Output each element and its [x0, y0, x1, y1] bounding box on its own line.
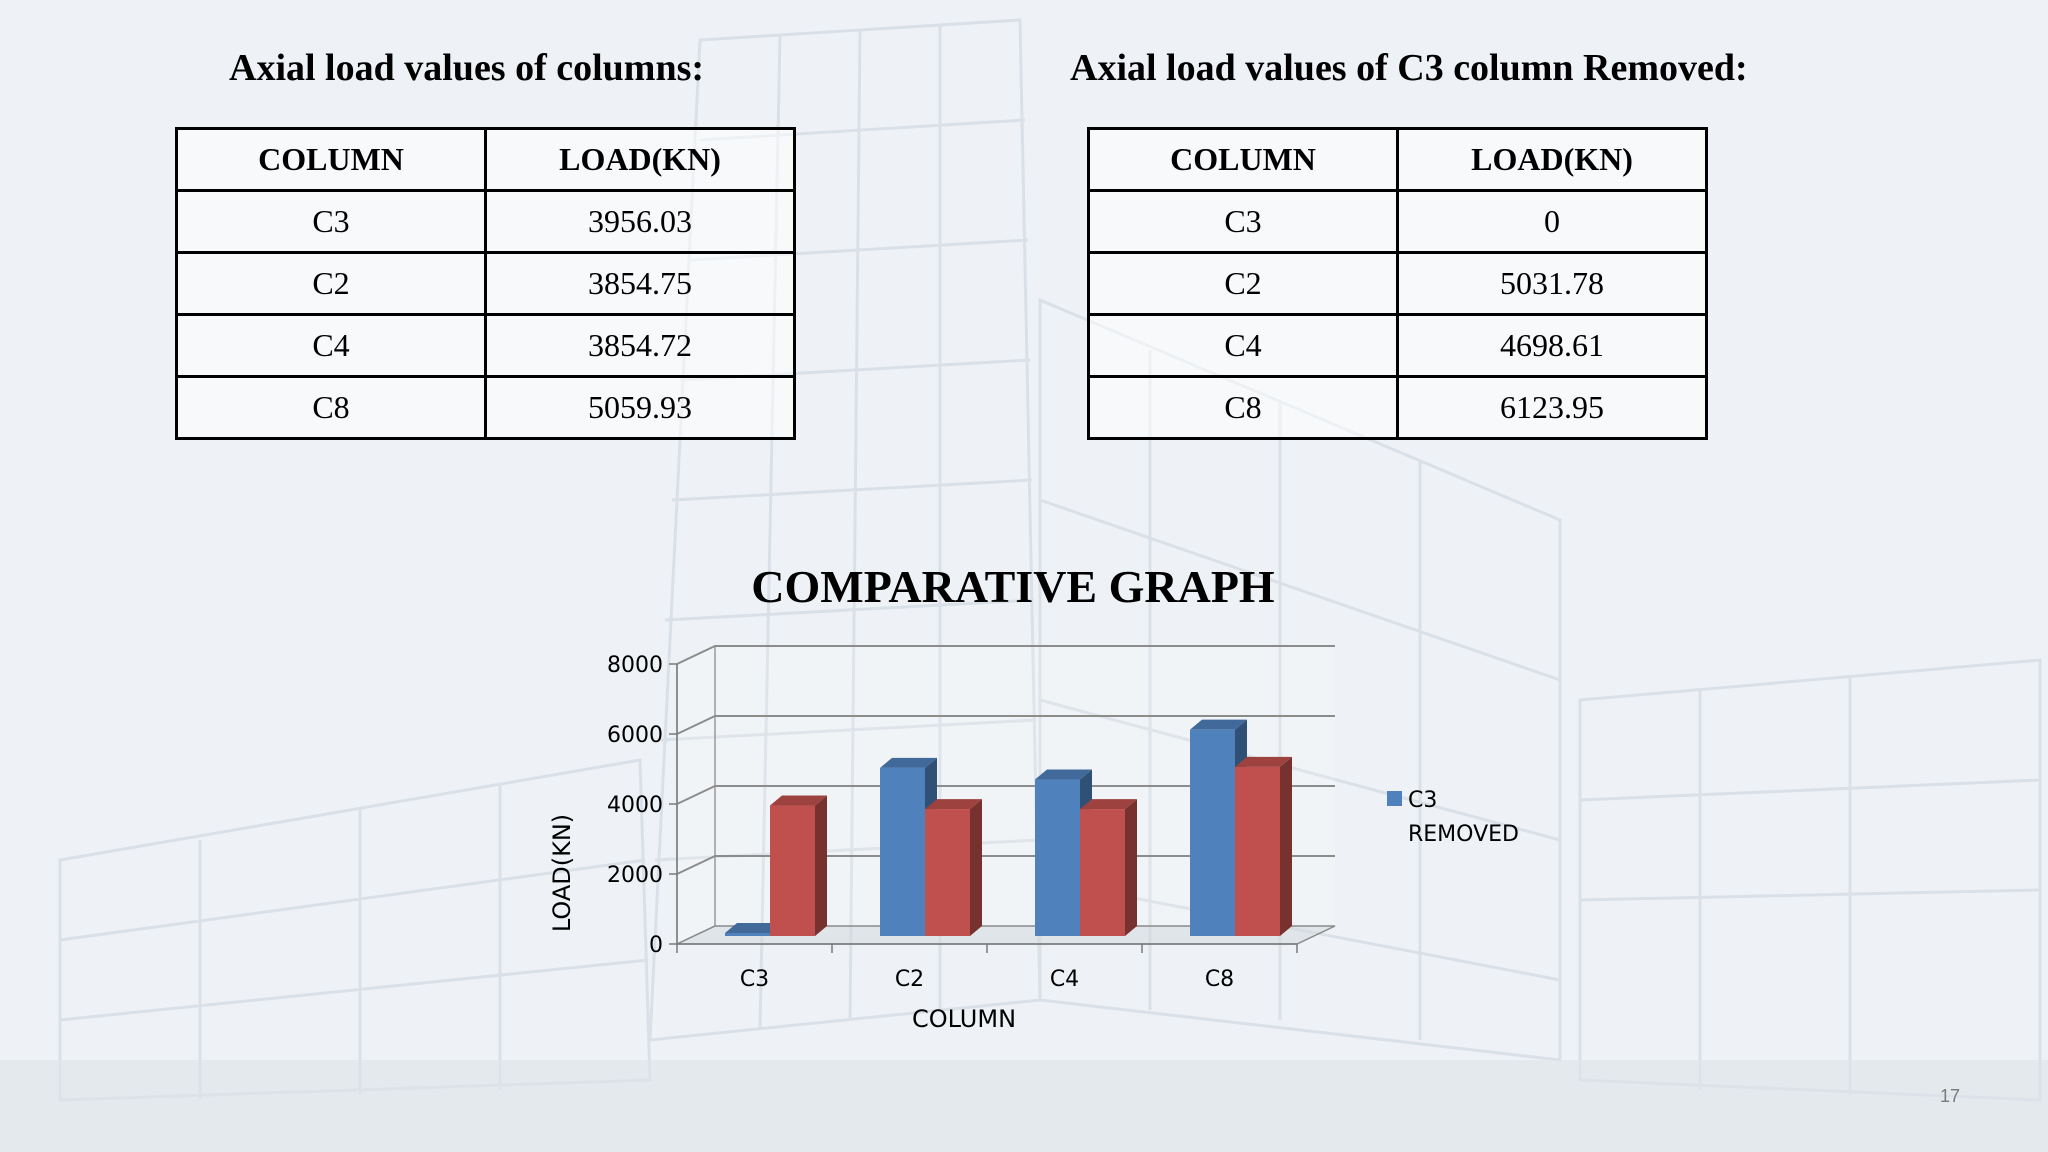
chart-bars [725, 719, 1292, 936]
table-header-row: COLUMN LOAD(KN) [175, 127, 796, 192]
bar-top [1080, 799, 1137, 810]
load-header: LOAD(KN) [1396, 127, 1708, 192]
column-cell: C2 [175, 251, 487, 316]
y-tick-label: 2000 [607, 863, 663, 888]
table-row: C2 3854.75 [175, 251, 796, 316]
table-row: C8 5059.93 [175, 375, 796, 440]
bar-front [1035, 779, 1080, 936]
x-tick-label: C8 [1205, 967, 1234, 992]
bar [1080, 799, 1137, 936]
chart-axes: 0 2000 4000 6000 8000 C3 C2 C4 C8 [607, 653, 1298, 992]
bar [770, 795, 827, 936]
gridline [676, 645, 1335, 665]
table-row: C3 3956.03 [175, 189, 796, 254]
y-tick-label: 6000 [607, 723, 663, 748]
x-axis-label: COLUMN [912, 1005, 1016, 1033]
load-cell: 3854.75 [484, 251, 796, 316]
bar-top [1235, 756, 1292, 767]
table-row: C8 6123.95 [1087, 375, 1708, 440]
chart-legend: C3 REMOVED [1387, 788, 1519, 847]
x-tick-label: C3 [740, 967, 769, 992]
table-row: C3 0 [1087, 189, 1708, 254]
table-row: C4 3854.72 [175, 313, 796, 378]
y-tick-label: 0 [649, 933, 663, 958]
column-header: COLUMN [175, 127, 487, 192]
x-tick-label: C2 [895, 967, 924, 992]
load-cell: 3854.72 [484, 313, 796, 378]
bar-top [1035, 769, 1092, 780]
load-cell: 3956.03 [484, 189, 796, 254]
load-cell: 0 [1396, 189, 1708, 254]
table-header-row: COLUMN LOAD(KN) [1087, 127, 1708, 192]
legend-swatch-c3-removed [1387, 791, 1402, 806]
load-cell: 5059.93 [484, 375, 796, 440]
axial-load-table: COLUMN LOAD(KN) C3 3956.03 C2 3854.75 C4… [175, 127, 796, 440]
column-cell: C3 [1087, 189, 1399, 254]
y-tick-label: 8000 [607, 653, 663, 678]
load-cell: 4698.61 [1396, 313, 1708, 378]
bar-front [925, 809, 970, 936]
legend-label-line2: REMOVED [1408, 822, 1519, 847]
comparative-bar-chart: 0 2000 4000 6000 8000 C3 C2 C4 C8 LOAD(KN) COLUM… [548, 644, 1519, 1033]
table-row: C4 4698.61 [1087, 313, 1708, 378]
load-cell: 5031.78 [1396, 251, 1708, 316]
table-row: C2 5031.78 [1087, 251, 1708, 316]
right-table-title: Axial load values of C3 column Removed: [1070, 47, 1748, 89]
bar-top [725, 923, 782, 933]
c3-removed-load-table: COLUMN LOAD(KN) C3 0 C2 5031.78 C4 4698.… [1087, 127, 1708, 440]
bar-top [1190, 719, 1247, 730]
gridline [676, 715, 1335, 735]
load-header: LOAD(KN) [484, 127, 796, 192]
legend-label-line1: C3 [1408, 788, 1437, 813]
bar-front [770, 805, 815, 936]
bar-side [1280, 756, 1292, 936]
chart-title: COMPARATIVE GRAPH [751, 561, 1275, 612]
page-number: 17 [1939, 1086, 1960, 1106]
column-cell: C4 [1087, 313, 1399, 378]
x-tick-label: C4 [1050, 967, 1079, 992]
bar-top [880, 757, 937, 768]
y-axis-label: LOAD(KN) [548, 814, 576, 932]
left-table-title: Axial load values of columns: [229, 47, 705, 89]
column-cell: C4 [175, 313, 487, 378]
bar-side [1125, 799, 1137, 936]
bar-front [880, 767, 925, 936]
bar-top [770, 795, 827, 806]
bar-side [815, 795, 827, 936]
column-cell: C8 [175, 375, 487, 440]
bar [1235, 756, 1292, 936]
bar [925, 799, 982, 936]
column-cell: C3 [175, 189, 487, 254]
load-cell: 6123.95 [1396, 375, 1708, 440]
column-header: COLUMN [1087, 127, 1399, 192]
bar-front [1190, 729, 1235, 936]
bar-front [725, 933, 770, 936]
bar-side [970, 799, 982, 936]
bar-top [925, 799, 982, 810]
column-cell: C8 [1087, 375, 1399, 440]
bar-front [1080, 809, 1125, 936]
gridline [676, 785, 1335, 805]
column-cell: C2 [1087, 251, 1399, 316]
y-tick-label: 4000 [607, 793, 663, 818]
bar-front [1235, 766, 1280, 936]
